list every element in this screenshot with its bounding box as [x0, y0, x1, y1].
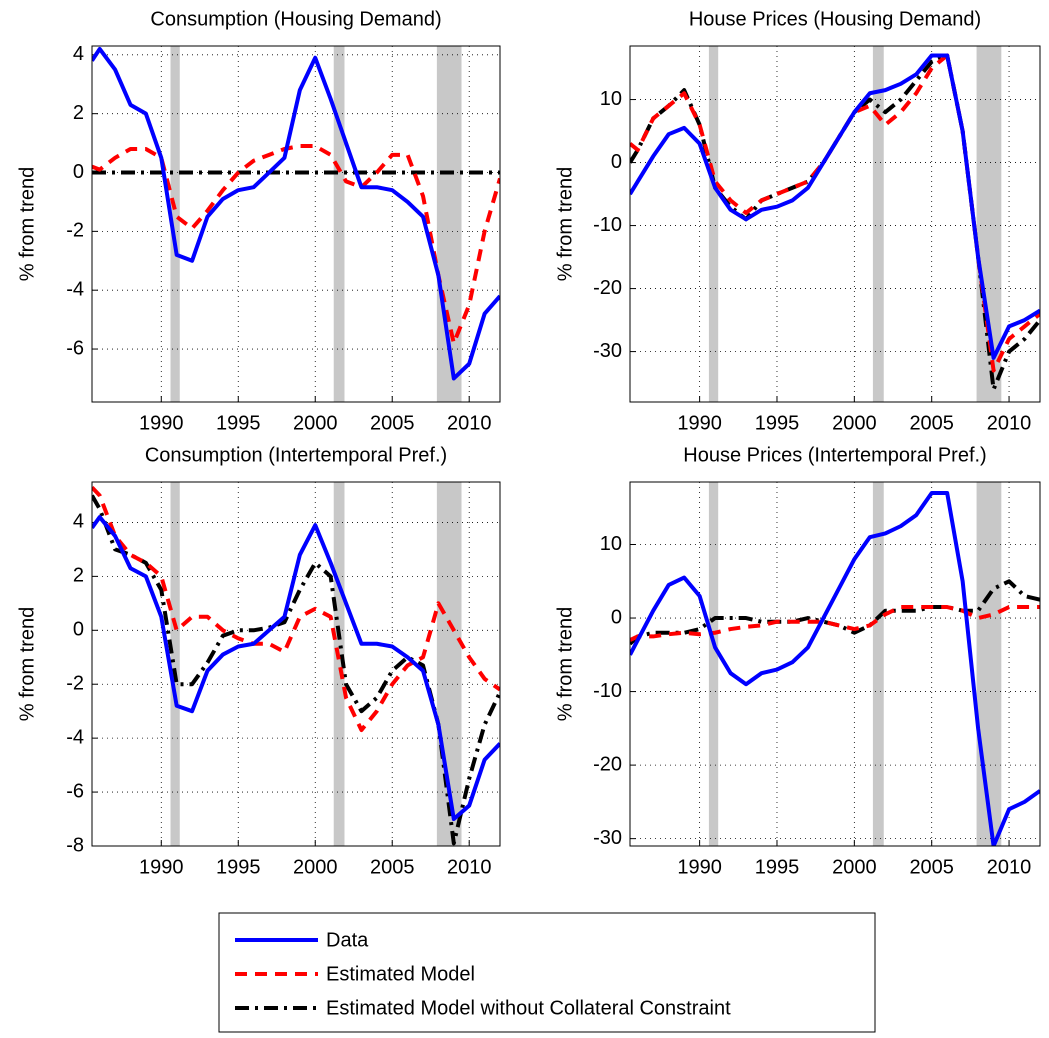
legend-box: [218, 912, 876, 1033]
subplot: 1990 1995 2000 2005 2010 -30 -20 -10 0 10 House Pr…: [554, 8, 1041, 434]
x-tick-label: 2005: [909, 412, 954, 434]
x-tick-label: 2010: [447, 856, 492, 878]
series-group: [630, 53, 1040, 392]
legend-label: Estimated Model without Collateral Const…: [326, 997, 731, 1019]
x-tick-label: 2005: [370, 856, 415, 878]
y-tick-label: -2: [66, 220, 84, 242]
series-line: [92, 515, 500, 822]
x-tick-label: 1990: [139, 412, 184, 434]
y-tick-label: -6: [66, 780, 84, 802]
y-tick-label: 2: [73, 102, 84, 124]
y-tick-label: 0: [73, 619, 84, 641]
subplot: 1990 1995 2000 2005 2010 -6 -4 -2 0 2 4 Consumption…: [16, 8, 501, 434]
y-tick-label: -30: [593, 340, 622, 362]
x-tick-label: 1995: [216, 412, 261, 434]
x-tick-label: 2010: [447, 412, 492, 434]
plot-frame: [629, 481, 1041, 847]
x-tick-label: 1990: [677, 412, 722, 434]
plot-area: [92, 482, 500, 846]
y-tick-label: -20: [593, 753, 622, 775]
y-tick-label: 0: [611, 151, 622, 173]
subplot: 1990 1995 2000 2005 2010 -8 -6 -4 -2 0 2 4 Consumpti…: [16, 444, 501, 878]
chart-title: Consumption (Housing Demand): [150, 8, 441, 30]
y-tick-label: -30: [593, 827, 622, 849]
chart-title: Consumption (Intertemporal Pref.): [145, 444, 447, 466]
y-tick-label: 10: [600, 533, 622, 555]
recession-band: [708, 46, 719, 402]
y-tick-label: 2: [73, 565, 84, 587]
series-line: [630, 605, 1040, 642]
y-axis-label: % from trend: [16, 607, 38, 721]
series-line: [630, 53, 1040, 360]
series-line: [630, 53, 1040, 373]
series-group: [630, 491, 1040, 846]
y-tick-label: 0: [73, 161, 84, 183]
chart-title: House Prices (Intertemporal Pref.): [683, 444, 986, 466]
y-tick-label: -4: [66, 726, 84, 748]
recession-band: [170, 46, 180, 402]
x-tick-label: 1995: [216, 856, 261, 878]
x-tick-label: 2000: [293, 412, 338, 434]
y-tick-label: -4: [66, 278, 84, 300]
x-tick-label: 1995: [755, 412, 800, 434]
y-tick-label: 4: [73, 511, 84, 533]
chart-title: House Prices (Housing Demand): [689, 8, 981, 30]
recession-band: [872, 46, 884, 402]
recession-band: [976, 482, 1002, 846]
plot-frame: [91, 481, 501, 847]
x-tick-label: 2010: [987, 412, 1032, 434]
series-group: [92, 486, 500, 846]
plot-area: [630, 46, 1040, 402]
subplot: 1990 1995 2000 2005 2010 -30 -20 -10 0 10 House Pr…: [554, 444, 1041, 878]
legend-label: Estimated Model: [326, 963, 475, 985]
y-tick-label: -8: [66, 834, 84, 856]
recession-band: [708, 482, 719, 846]
x-tick-label: 1990: [677, 856, 722, 878]
y-tick-label: -10: [593, 680, 622, 702]
legend-label: Data: [326, 929, 369, 951]
series-line: [92, 486, 500, 733]
x-tick-label: 2000: [832, 856, 877, 878]
recession-band: [872, 482, 884, 846]
x-tick-label: 2010: [987, 856, 1032, 878]
recession-band: [333, 46, 345, 402]
y-tick-label: -10: [593, 214, 622, 236]
x-tick-label: 2005: [909, 856, 954, 878]
y-tick-label: 10: [600, 88, 622, 110]
plot-frame: [91, 45, 501, 403]
x-tick-label: 2000: [832, 412, 877, 434]
y-tick-label: 0: [611, 606, 622, 628]
series-line: [92, 46, 500, 381]
series-line: [92, 144, 500, 346]
y-axis-label: % from trend: [554, 167, 576, 281]
y-tick-label: 4: [73, 43, 84, 65]
recession-band: [170, 482, 180, 846]
y-axis-label: % from trend: [554, 607, 576, 721]
y-tick-label: -20: [593, 277, 622, 299]
x-tick-label: 2000: [293, 856, 338, 878]
y-axis-label: % from trend: [16, 167, 38, 281]
series-line: [630, 491, 1040, 846]
series-group: [92, 46, 500, 381]
x-tick-label: 1995: [755, 856, 800, 878]
plot-frame: [629, 45, 1041, 403]
x-tick-label: 2005: [370, 412, 415, 434]
y-tick-label: -6: [66, 337, 84, 359]
x-tick-label: 1990: [139, 856, 184, 878]
y-tick-label: -2: [66, 673, 84, 695]
recession-band: [333, 482, 345, 846]
